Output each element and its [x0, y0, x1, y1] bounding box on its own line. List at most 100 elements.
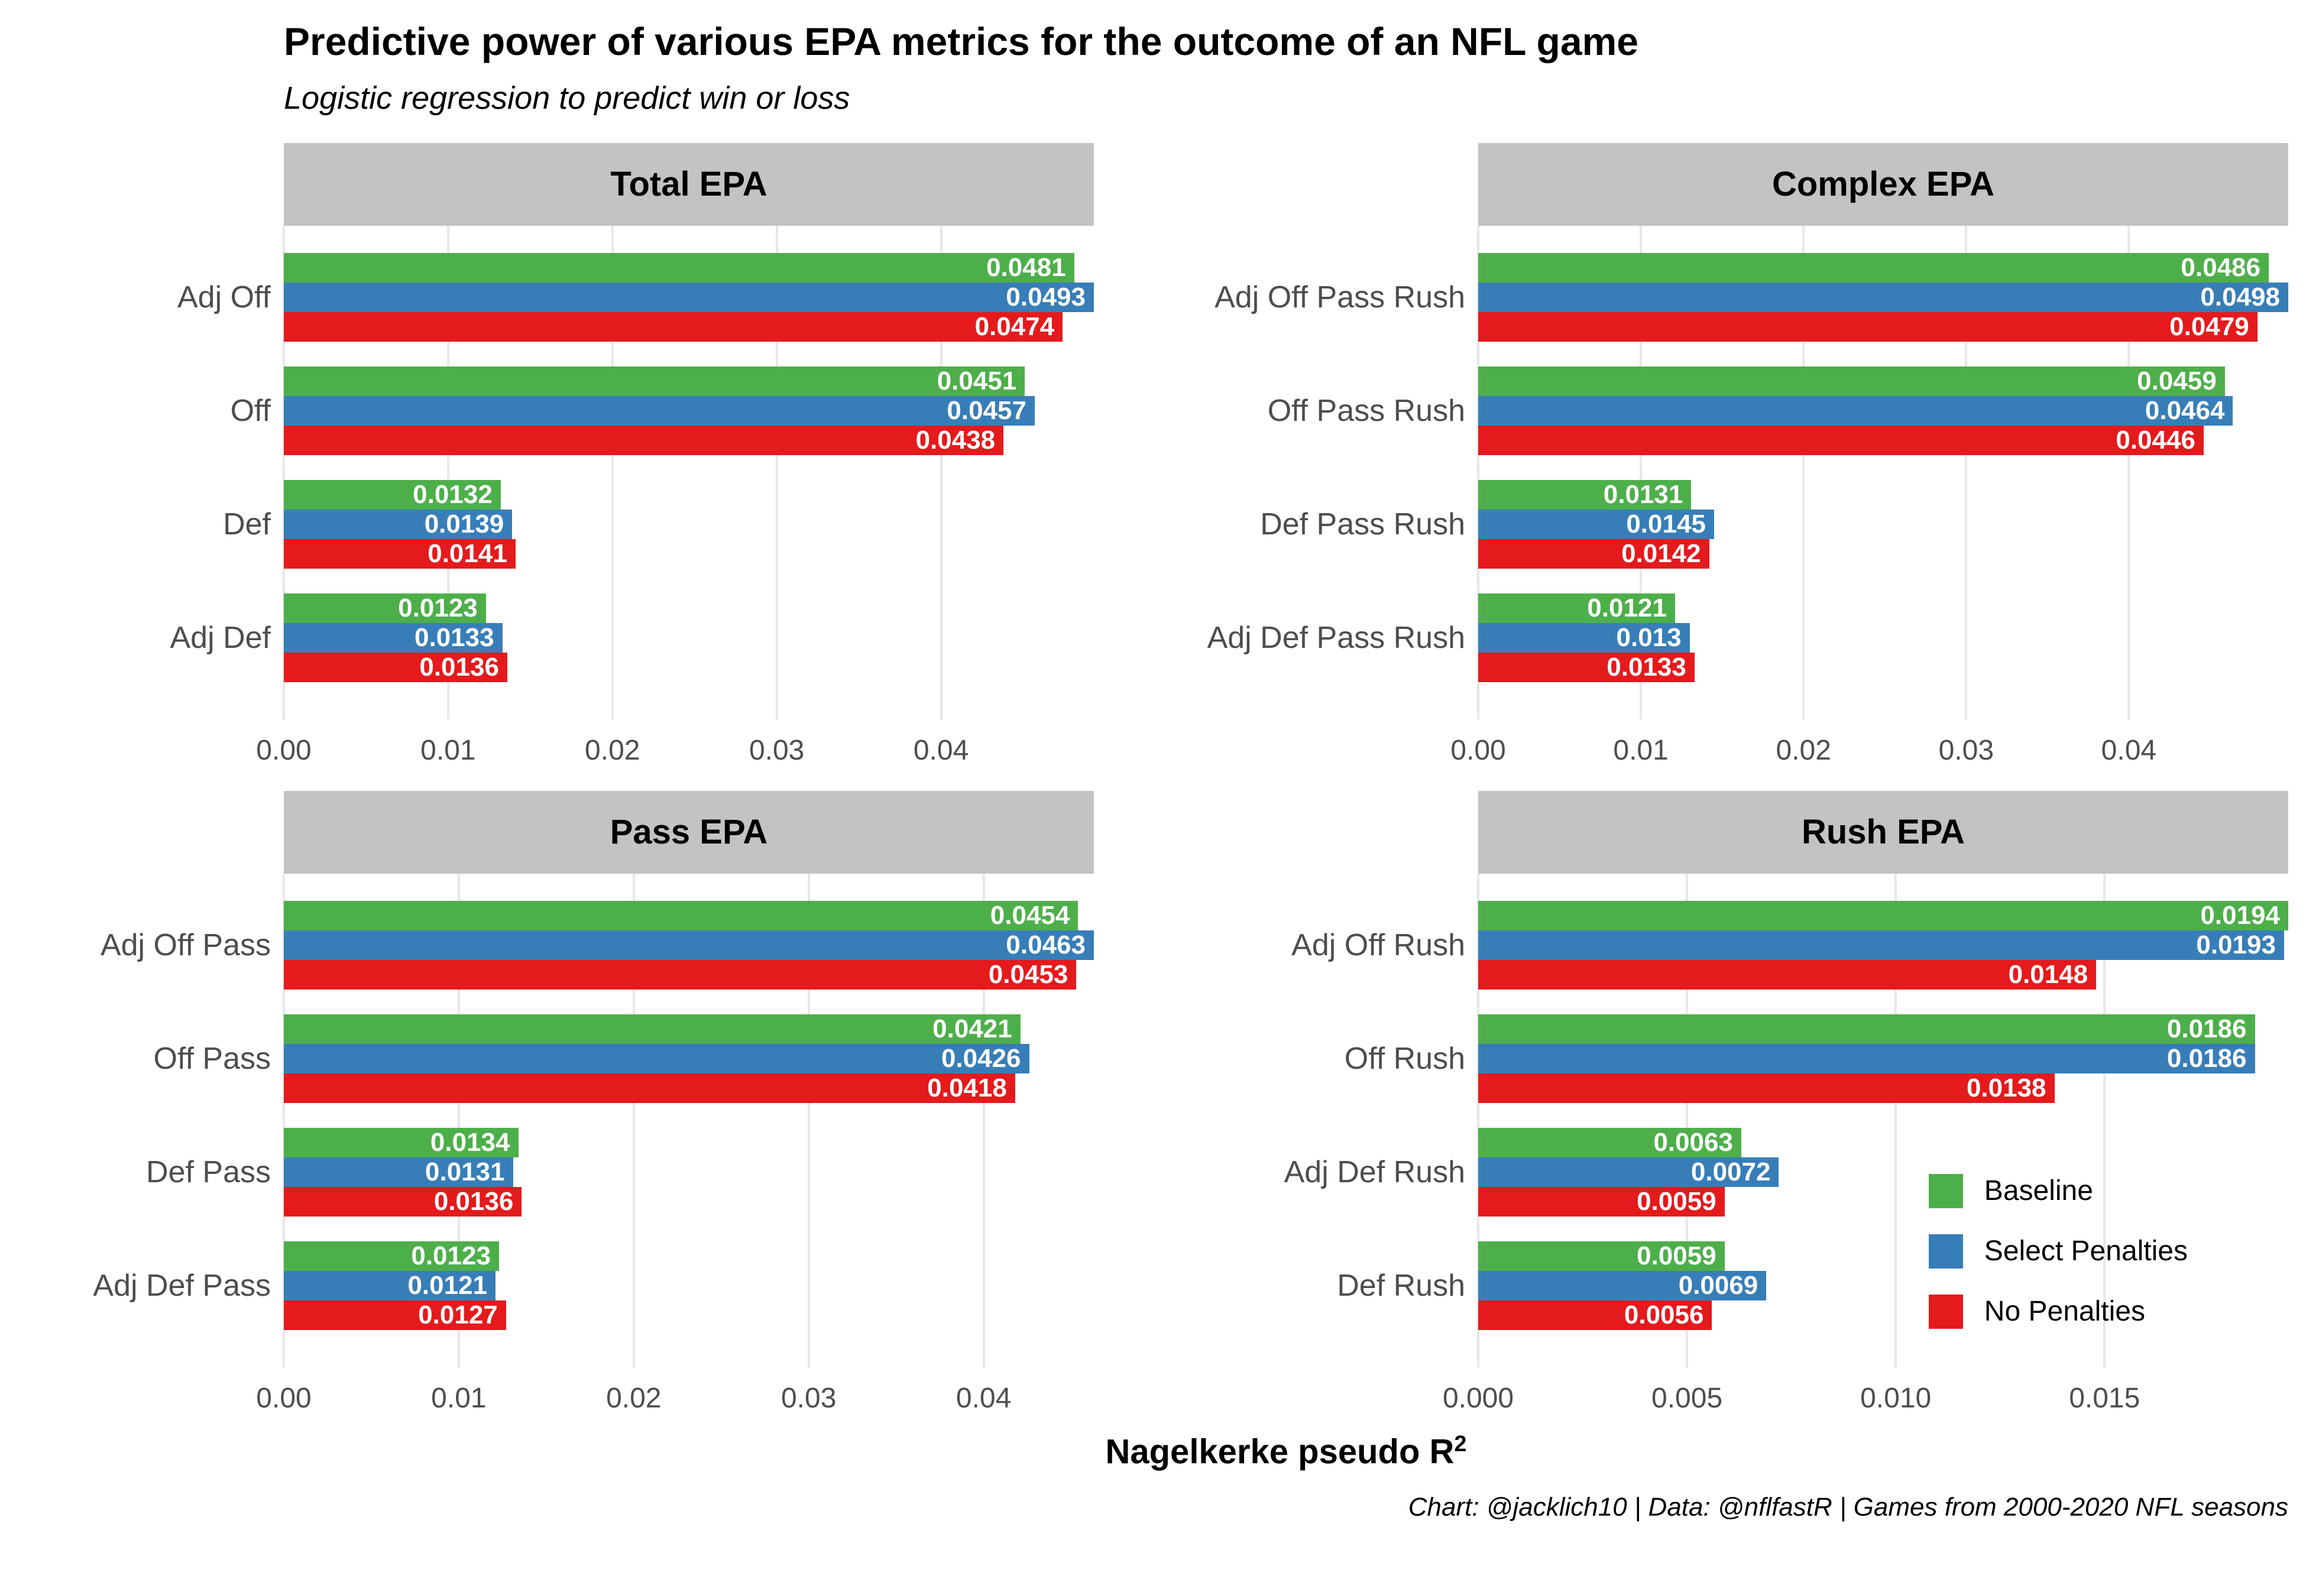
- gridline: [1894, 873, 1897, 1368]
- bar-baseline: 0.0123: [284, 1241, 499, 1271]
- gridline: [1640, 225, 1643, 720]
- bar-group: 0.0421 0.0426 0.0418: [284, 1014, 1094, 1103]
- panel-plot: 0.0486 0.0498 0.0479 0.0459 0.0464 0.0446 0.01…: [1477, 225, 2288, 720]
- bar-no-penalties: 0.0418: [284, 1073, 1015, 1103]
- bar-group: 0.0123 0.0121 0.0127: [284, 1241, 1094, 1330]
- bar-value-label: 0.0127: [418, 1300, 498, 1329]
- gridline: [283, 225, 285, 720]
- x-tick-label: 0.03: [780, 1382, 837, 1414]
- bar-group: 0.0459 0.0464 0.0446: [1478, 366, 2288, 455]
- bar-value-label: 0.0459: [2137, 366, 2217, 395]
- chart-title: Predictive power of various EPA metrics …: [284, 20, 1638, 63]
- bar-baseline: 0.0486: [1478, 252, 2269, 283]
- category-label: Adj Off Rush: [1291, 927, 1465, 962]
- bar-no-penalties: 0.0142: [1478, 539, 1709, 569]
- category-label: Def: [223, 507, 271, 541]
- bar-value-label: 0.0132: [413, 479, 493, 509]
- bar-no-penalties: 0.0148: [1478, 959, 2097, 990]
- chart-header: Predictive power of various EPA metrics …: [0, 0, 2306, 116]
- bar-value-label: 0.0481: [986, 252, 1066, 282]
- bar-select-penalties: 0.0463: [284, 930, 1094, 960]
- bar-select-penalties: 0.0426: [284, 1043, 1029, 1073]
- facet-strip-complex-epa: Complex EPA: [1478, 142, 2288, 226]
- x-tick-label: 0.00: [256, 734, 312, 766]
- x-tick-label: 0.010: [1860, 1382, 1932, 1414]
- bar-value-label: 0.0056: [1624, 1300, 1704, 1329]
- gridline: [1802, 225, 1805, 720]
- facet-strip-rush-epa: Rush EPA: [1478, 790, 2288, 874]
- x-axis-ticks: 0.00 0.01 0.02 0.03 0.04: [1450, 720, 2288, 776]
- gridline: [1477, 873, 1479, 1368]
- bar-value-label: 0.0134: [430, 1127, 510, 1157]
- bar-select-penalties: 0.0121: [284, 1270, 496, 1300]
- bar-value-label: 0.0069: [1678, 1270, 1758, 1300]
- bar-value-label: 0.0136: [433, 1186, 514, 1216]
- bar-value-label: 0.0464: [2145, 395, 2225, 425]
- bar-no-penalties: 0.0474: [284, 312, 1063, 342]
- facet-strip-total-epa: Total EPA: [284, 142, 1094, 226]
- bar-group: 0.0481 0.0493 0.0474: [284, 252, 1094, 342]
- bar-group: 0.0134 0.0131 0.0136: [284, 1127, 1094, 1217]
- bar-baseline: 0.0131: [1478, 479, 1692, 510]
- bar-value-label: 0.0139: [424, 509, 504, 539]
- category-labels: Adj Off Pass Rush Off Pass Rush Def Pass R…: [1094, 226, 1478, 720]
- legend-item-no-penalties: No Penalties: [1928, 1294, 2188, 1329]
- category-label: Def Pass Rush: [1260, 507, 1465, 541]
- x-axis-label: Nagelkerke pseudo R2: [284, 1432, 2288, 1471]
- bar-group: 0.0132 0.0139 0.0141: [284, 479, 1094, 569]
- facet-strip-pass-epa: Pass EPA: [284, 790, 1094, 874]
- legend-label-select-penalties: Select Penalties: [1984, 1235, 2188, 1267]
- gridline: [2103, 873, 2106, 1368]
- bar-baseline: 0.0186: [1478, 1014, 2255, 1044]
- legend: Baseline Select Penalties No Penalties: [1928, 1173, 2188, 1329]
- caption: Chart: @jacklich10 | Data: @nflfastR | G…: [1408, 1493, 2288, 1522]
- x-tick-label: 0.02: [585, 734, 640, 766]
- bar-select-penalties: 0.0139: [284, 509, 513, 539]
- bar-value-label: 0.0479: [2169, 312, 2249, 341]
- bar-select-penalties: 0.0145: [1478, 509, 1714, 539]
- category-label: Off Pass Rush: [1267, 393, 1465, 428]
- category-label: Adj Off Pass: [100, 927, 271, 962]
- bar-no-penalties: 0.0446: [1478, 425, 2204, 455]
- bar-no-penalties: 0.0141: [284, 539, 516, 569]
- panel-plot: 0.0454 0.0463 0.0453 0.0421 0.0426 0.0418 0.01…: [283, 873, 1094, 1368]
- bar-baseline: 0.0194: [1478, 900, 2288, 930]
- bar-value-label: 0.0451: [937, 366, 1017, 395]
- bar-select-penalties: 0.0457: [284, 395, 1035, 426]
- bar-baseline: 0.0459: [1478, 366, 2225, 396]
- x-axis-label-text: Nagelkerke pseudo R: [1105, 1432, 1455, 1471]
- panel-plot: 0.0194 0.0193 0.0148 0.0186 0.0186 0.0138 0.00…: [1477, 873, 2288, 1368]
- bar-value-label: 0.0123: [411, 1241, 491, 1270]
- bar-baseline: 0.0454: [284, 900, 1078, 930]
- bar-value-label: 0.0438: [915, 425, 996, 455]
- legend-swatch-baseline: [1928, 1173, 1963, 1208]
- bar-baseline: 0.0132: [284, 479, 501, 510]
- bar-value-label: 0.0148: [2008, 959, 2088, 989]
- x-axis-ticks: 0.000 0.005 0.010 0.015: [1443, 1368, 2288, 1423]
- bar-rows: 0.0481 0.0493 0.0474 0.0451 0.0457 0.0438 0.01…: [284, 226, 1094, 720]
- category-label: Adj Def Pass Rush: [1207, 620, 1465, 655]
- x-axis-ticks: 0.00 0.01 0.02 0.03 0.04: [256, 1368, 1094, 1423]
- bar-value-label: 0.0463: [1006, 930, 1086, 959]
- bar-rows: 0.0454 0.0463 0.0453 0.0421 0.0426 0.0418 0.01…: [284, 874, 1094, 1368]
- bar-value-label: 0.0453: [988, 959, 1068, 989]
- bar-no-penalties: 0.0479: [1478, 312, 2258, 342]
- bar-value-label: 0.0059: [1637, 1241, 1716, 1270]
- legend-label-no-penalties: No Penalties: [1984, 1296, 2145, 1328]
- gridline: [1965, 225, 1968, 720]
- bar-baseline: 0.0134: [284, 1127, 519, 1157]
- bar-select-penalties: 0.0493: [284, 282, 1094, 312]
- bar-value-label: 0.0133: [414, 622, 494, 652]
- bar-group: 0.0194 0.0193 0.0148: [1478, 900, 2288, 990]
- bar-value-label: 0.0186: [2166, 1043, 2247, 1073]
- bar-group: 0.0486 0.0498 0.0479: [1478, 252, 2288, 342]
- x-tick-label: 0.02: [1776, 734, 1831, 766]
- category-label: Off Rush: [1344, 1041, 1465, 1076]
- bar-value-label: 0.0454: [990, 900, 1070, 930]
- bar-group: 0.0123 0.0133 0.0136: [284, 593, 1094, 682]
- category-labels: Adj Off Off Def Adj Def: [53, 226, 284, 720]
- bar-baseline: 0.0421: [284, 1014, 1021, 1044]
- chart-subtitle: Logistic regression to predict win or lo…: [284, 80, 850, 116]
- bar-value-label: 0.0063: [1653, 1127, 1733, 1157]
- bar-value-label: 0.0145: [1626, 509, 1706, 539]
